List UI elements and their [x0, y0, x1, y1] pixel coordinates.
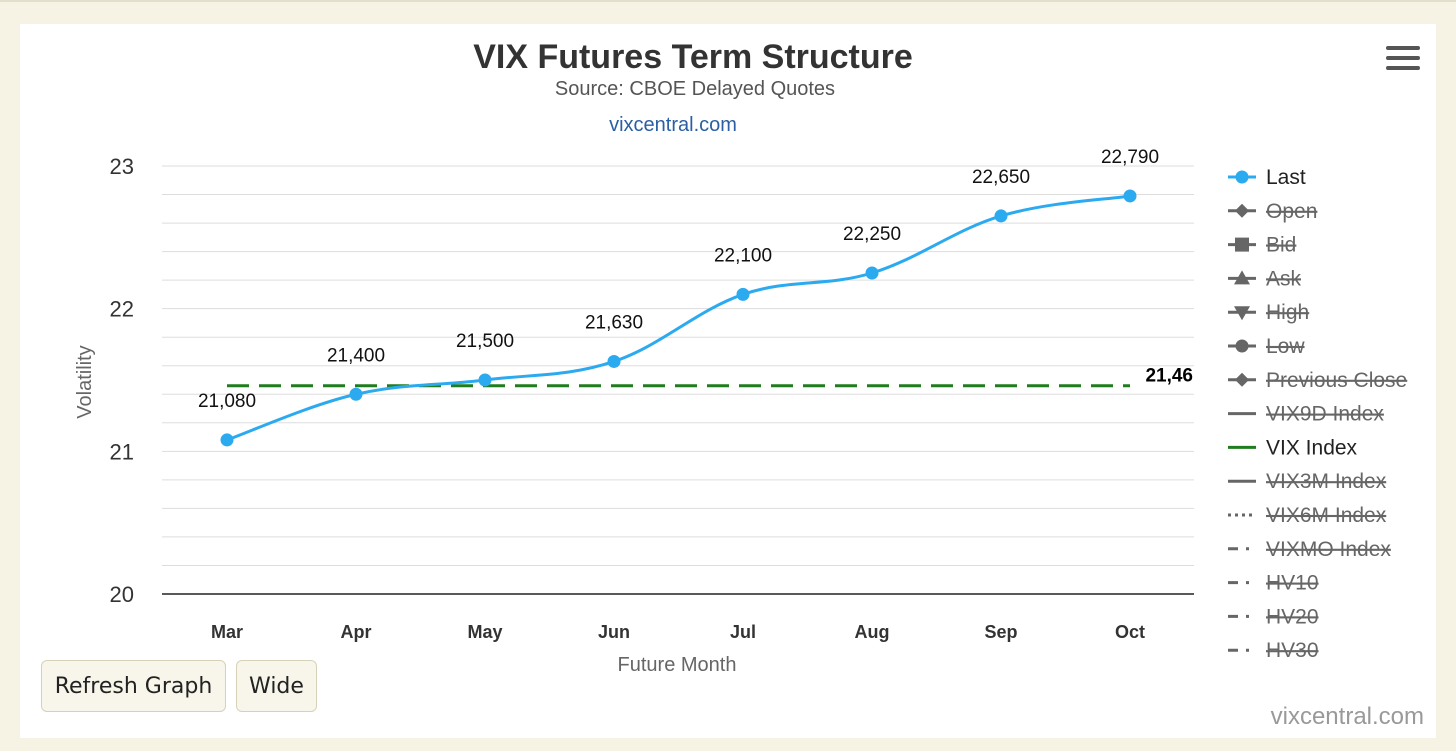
x-tick-label: Apr: [341, 622, 372, 642]
last-data-label: 21,080: [198, 391, 256, 412]
legend-marker: [1234, 306, 1250, 321]
x-tick-label: Mar: [211, 622, 243, 642]
legend-label: High: [1266, 301, 1309, 324]
legend-marker: [1234, 270, 1250, 285]
legend-marker: [1235, 237, 1249, 252]
vix-index-label: 21,46: [1145, 366, 1193, 387]
top-border: [0, 0, 1456, 2]
chart-title: VIX Futures Term Structure: [473, 38, 913, 76]
chart-subtitle: Source: CBOE Delayed Quotes: [555, 78, 835, 100]
last-data-point: [220, 433, 234, 447]
legend-marker: [1235, 339, 1249, 353]
refresh-graph-button[interactable]: Refresh Graph: [41, 660, 226, 712]
legend-marker: [1235, 170, 1249, 184]
legend: Last Open Bid Ask High Low Previous Close VIX9D…: [1228, 166, 1407, 662]
legend-item[interactable]: VIX6M Index: [1228, 504, 1387, 527]
x-tick-label: Sep: [984, 622, 1017, 642]
last-data-label: 21,630: [585, 312, 643, 333]
last-data-label: 22,250: [843, 224, 901, 245]
legend-item[interactable]: High: [1228, 301, 1309, 324]
legend-label: VIX Index: [1266, 436, 1358, 459]
x-axis-label: Future Month: [618, 654, 737, 676]
vix-index-series: 21,46: [227, 366, 1193, 388]
y-axis-ticks: 23 22 21 20: [110, 154, 134, 607]
last-data-point: [478, 373, 492, 387]
last-data-point: [994, 209, 1008, 223]
chart-link[interactable]: vixcentral.com: [609, 114, 737, 136]
y-tick-label: 20: [110, 582, 134, 607]
legend-marker: [1235, 372, 1249, 387]
credit-text: vixcentral.com: [1270, 703, 1424, 730]
legend-label: VIX3M Index: [1266, 470, 1387, 493]
grid-lines: [162, 165, 1194, 595]
chart-panel: [20, 24, 1436, 738]
x-axis-ticks: Mar Apr May Jun Jul Aug Sep Oct: [211, 622, 1145, 642]
last-data-point: [865, 266, 879, 280]
legend-item[interactable]: HV10: [1228, 572, 1319, 595]
legend-item[interactable]: VIX Index: [1228, 436, 1358, 459]
legend-label: HV20: [1266, 605, 1319, 628]
legend-item[interactable]: VIX3M Index: [1228, 470, 1387, 493]
legend-label: VIXMO Index: [1266, 538, 1391, 561]
last-data-point: [736, 287, 750, 301]
legend-item[interactable]: HV20: [1228, 605, 1319, 628]
legend-item[interactable]: Last: [1228, 166, 1306, 189]
last-data-label: 22,790: [1101, 147, 1159, 168]
legend-marker: [1235, 203, 1249, 218]
legend-item[interactable]: Open: [1228, 200, 1317, 223]
x-tick-label: Jun: [598, 622, 630, 642]
hamburger-menu-icon[interactable]: [1386, 46, 1420, 74]
last-data-point: [1123, 189, 1137, 203]
last-data-point: [349, 387, 363, 401]
x-tick-label: May: [467, 622, 502, 642]
wide-button[interactable]: Wide: [236, 660, 317, 712]
x-tick-label: Oct: [1115, 622, 1145, 642]
legend-item[interactable]: HV30: [1228, 639, 1319, 662]
last-data-label: 22,100: [714, 245, 772, 266]
last-data-point: [607, 354, 621, 368]
x-tick-label: Jul: [730, 622, 756, 642]
legend-label: VIX9D Index: [1266, 403, 1384, 426]
legend-label: Previous Close: [1266, 369, 1407, 392]
y-axis-label: Volatility: [74, 345, 96, 418]
legend-item[interactable]: VIXMO Index: [1228, 538, 1391, 561]
y-tick-label: 23: [110, 154, 134, 179]
y-tick-label: 22: [110, 297, 134, 322]
legend-label: Ask: [1266, 267, 1302, 290]
last-data-label: 21,400: [327, 345, 385, 366]
last-data-label: 22,650: [972, 167, 1030, 188]
legend-label: VIX6M Index: [1266, 504, 1387, 527]
legend-label: Open: [1266, 200, 1317, 223]
legend-label: HV10: [1266, 572, 1319, 595]
legend-label: Last: [1266, 166, 1306, 189]
last-series-line: [226, 194, 1131, 442]
legend-item[interactable]: Low: [1228, 335, 1305, 358]
legend-label: HV30: [1266, 639, 1319, 662]
last-series: 21,080 21,400 21,500 21,630 22,100 22,250 22,6…: [198, 147, 1159, 447]
legend-label: Low: [1266, 335, 1305, 358]
legend-label: Bid: [1266, 234, 1296, 257]
y-tick-label: 21: [110, 439, 134, 464]
x-tick-label: Aug: [855, 622, 890, 642]
legend-item[interactable]: Previous Close: [1228, 369, 1407, 392]
legend-item[interactable]: Ask: [1228, 267, 1302, 290]
legend-item[interactable]: VIX9D Index: [1228, 403, 1384, 426]
legend-item[interactable]: Bid: [1228, 234, 1296, 257]
last-data-label: 21,500: [456, 331, 514, 352]
